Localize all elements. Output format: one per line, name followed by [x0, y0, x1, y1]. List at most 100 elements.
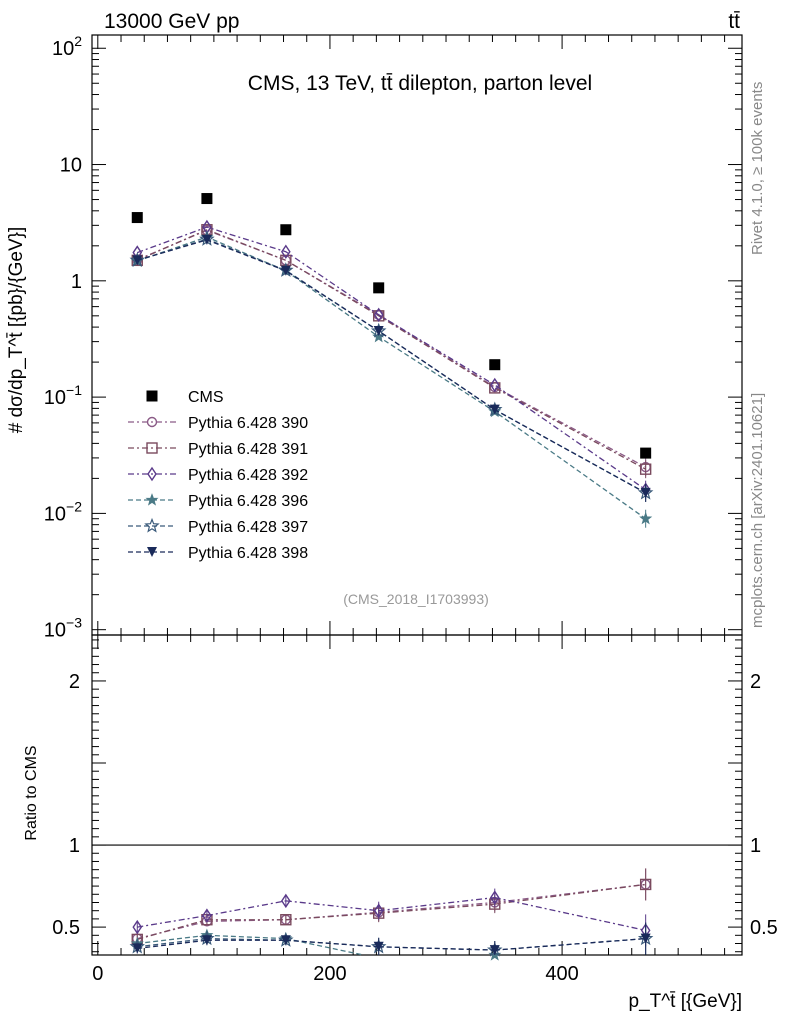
legend-label: Pythia 6.428 397 — [188, 519, 308, 536]
legend-marker — [145, 493, 159, 506]
y-tick-label: 102 — [52, 33, 82, 60]
y-tick-label: 10−2 — [44, 498, 82, 525]
legend-marker-data — [146, 390, 158, 402]
legend-marker — [147, 466, 157, 482]
series-point-main — [132, 255, 143, 266]
series-line-main — [137, 228, 647, 470]
ratio-tick-label-right: 0.5 — [750, 917, 778, 939]
data-point — [280, 224, 292, 236]
series-point-ratio — [280, 914, 292, 926]
series-point-ratio — [639, 878, 652, 891]
ratio-tick-label-right: 1 — [750, 835, 761, 857]
ratio-tick-label: 1 — [69, 835, 80, 857]
series-line-ratio — [494, 937, 646, 951]
series-point-ratio — [640, 933, 651, 944]
series-point-ratio — [373, 941, 384, 952]
series-line-ratio — [137, 914, 208, 928]
y-tick-label-base: 10 — [44, 620, 66, 642]
series-line-ratio — [378, 896, 495, 912]
legend-marker — [147, 547, 157, 557]
y-tick-label-exponent: −3 — [66, 615, 82, 631]
series-line-ratio — [137, 939, 207, 950]
series-line-ratio — [378, 901, 495, 913]
ratio-panel-frame — [91, 634, 743, 956]
ratio-axis-ticks: 0.5 0.5 1 1 2 2 — [52, 639, 778, 953]
y-tick-label-exponent: −2 — [66, 498, 82, 514]
series-line-main — [137, 239, 647, 494]
process-label: tt̄ — [728, 10, 740, 33]
series-point-main — [489, 404, 500, 415]
mcplots-label: mcplots.cern.ch [arXiv:2401.10621] — [749, 393, 766, 628]
series-line-ratio — [494, 883, 646, 905]
series-line-ratio — [137, 937, 207, 948]
data-point — [489, 359, 501, 371]
legend-marker — [146, 416, 158, 428]
x-tick-label: 400 — [545, 963, 578, 985]
legend-marker — [144, 517, 160, 533]
series-line-ratio — [137, 934, 207, 945]
series-point-main — [280, 244, 291, 259]
ratio-tick-label-right: 2 — [750, 671, 761, 693]
analysis-tag: (CMS_2018_I1703993) — [343, 591, 489, 607]
data-point — [640, 447, 652, 459]
series-point-ratio — [201, 935, 212, 946]
series-point-ratio — [373, 903, 384, 918]
series-line-ratio — [285, 937, 364, 956]
series-point-main — [373, 307, 384, 323]
x-axis-ticks: 0 200 400 — [92, 35, 726, 985]
series-point-ratio — [280, 935, 291, 946]
legend-label: Pythia 6.428 392 — [188, 467, 308, 484]
series-point-ratio — [132, 919, 143, 935]
y-tick-label: 1 — [71, 271, 82, 293]
series-line-ratio — [378, 946, 495, 951]
series-line-ratio — [137, 920, 208, 940]
y-tick-label-base: 10 — [44, 387, 66, 409]
series-line-main — [137, 236, 647, 520]
series-line-ratio — [285, 912, 379, 921]
series-point-main — [373, 326, 384, 337]
series-point-ratio — [489, 890, 500, 905]
y-tick-label-exponent: 2 — [74, 33, 82, 49]
legend-label-data: CMS — [188, 389, 224, 406]
series-line-ratio — [285, 939, 379, 948]
plot-title: CMS, 13 TeV, tt̄ dilepton, parton level — [248, 72, 592, 95]
x-tick-label: 200 — [313, 963, 346, 985]
series-line-ratio — [285, 900, 379, 912]
legend-label: Pythia 6.428 390 — [188, 415, 308, 432]
y-tick-label-base: 1 — [71, 271, 82, 293]
series-line-ratio — [378, 903, 495, 914]
data-point — [131, 212, 143, 224]
series-point-main — [201, 234, 212, 245]
series-point-main — [489, 377, 500, 393]
legend-label: Pythia 6.428 396 — [188, 493, 308, 510]
ratio-tick-label: 2 — [69, 671, 80, 693]
series-line-ratio — [137, 919, 208, 941]
series-line-ratio — [206, 934, 286, 940]
legend-label: Pythia 6.428 391 — [188, 441, 308, 458]
x-axis-label: p_T^t̄ [{GeV}] — [629, 991, 742, 1012]
series-point-ratio — [202, 908, 212, 923]
data-points — [131, 193, 652, 459]
series-point-main — [280, 265, 291, 276]
series-point-ratio — [132, 943, 143, 954]
series-point-main — [639, 463, 652, 475]
energy-label: 13000 GeV pp — [104, 10, 239, 33]
series-point-main — [372, 329, 386, 343]
rivet-label: Rivet 4.1.0, ≥ 100k events — [749, 82, 766, 255]
series-line-main — [137, 226, 647, 491]
series-line-ratio — [206, 919, 286, 923]
x-tick-label: 0 — [92, 963, 103, 985]
series-line-ratio — [285, 939, 379, 948]
series-line-ratio — [206, 900, 286, 917]
data-point — [201, 193, 213, 205]
series-group — [129, 219, 654, 961]
y-tick-label: 10 — [60, 155, 82, 177]
series-line-ratio — [494, 896, 646, 932]
legend-marker — [146, 442, 158, 454]
y-tick-label: 10−1 — [44, 382, 82, 409]
y-axis-label: # dσ/dp_T^t̄ [{pb}/{GeV}] — [6, 227, 27, 434]
series-point-main — [639, 511, 653, 525]
